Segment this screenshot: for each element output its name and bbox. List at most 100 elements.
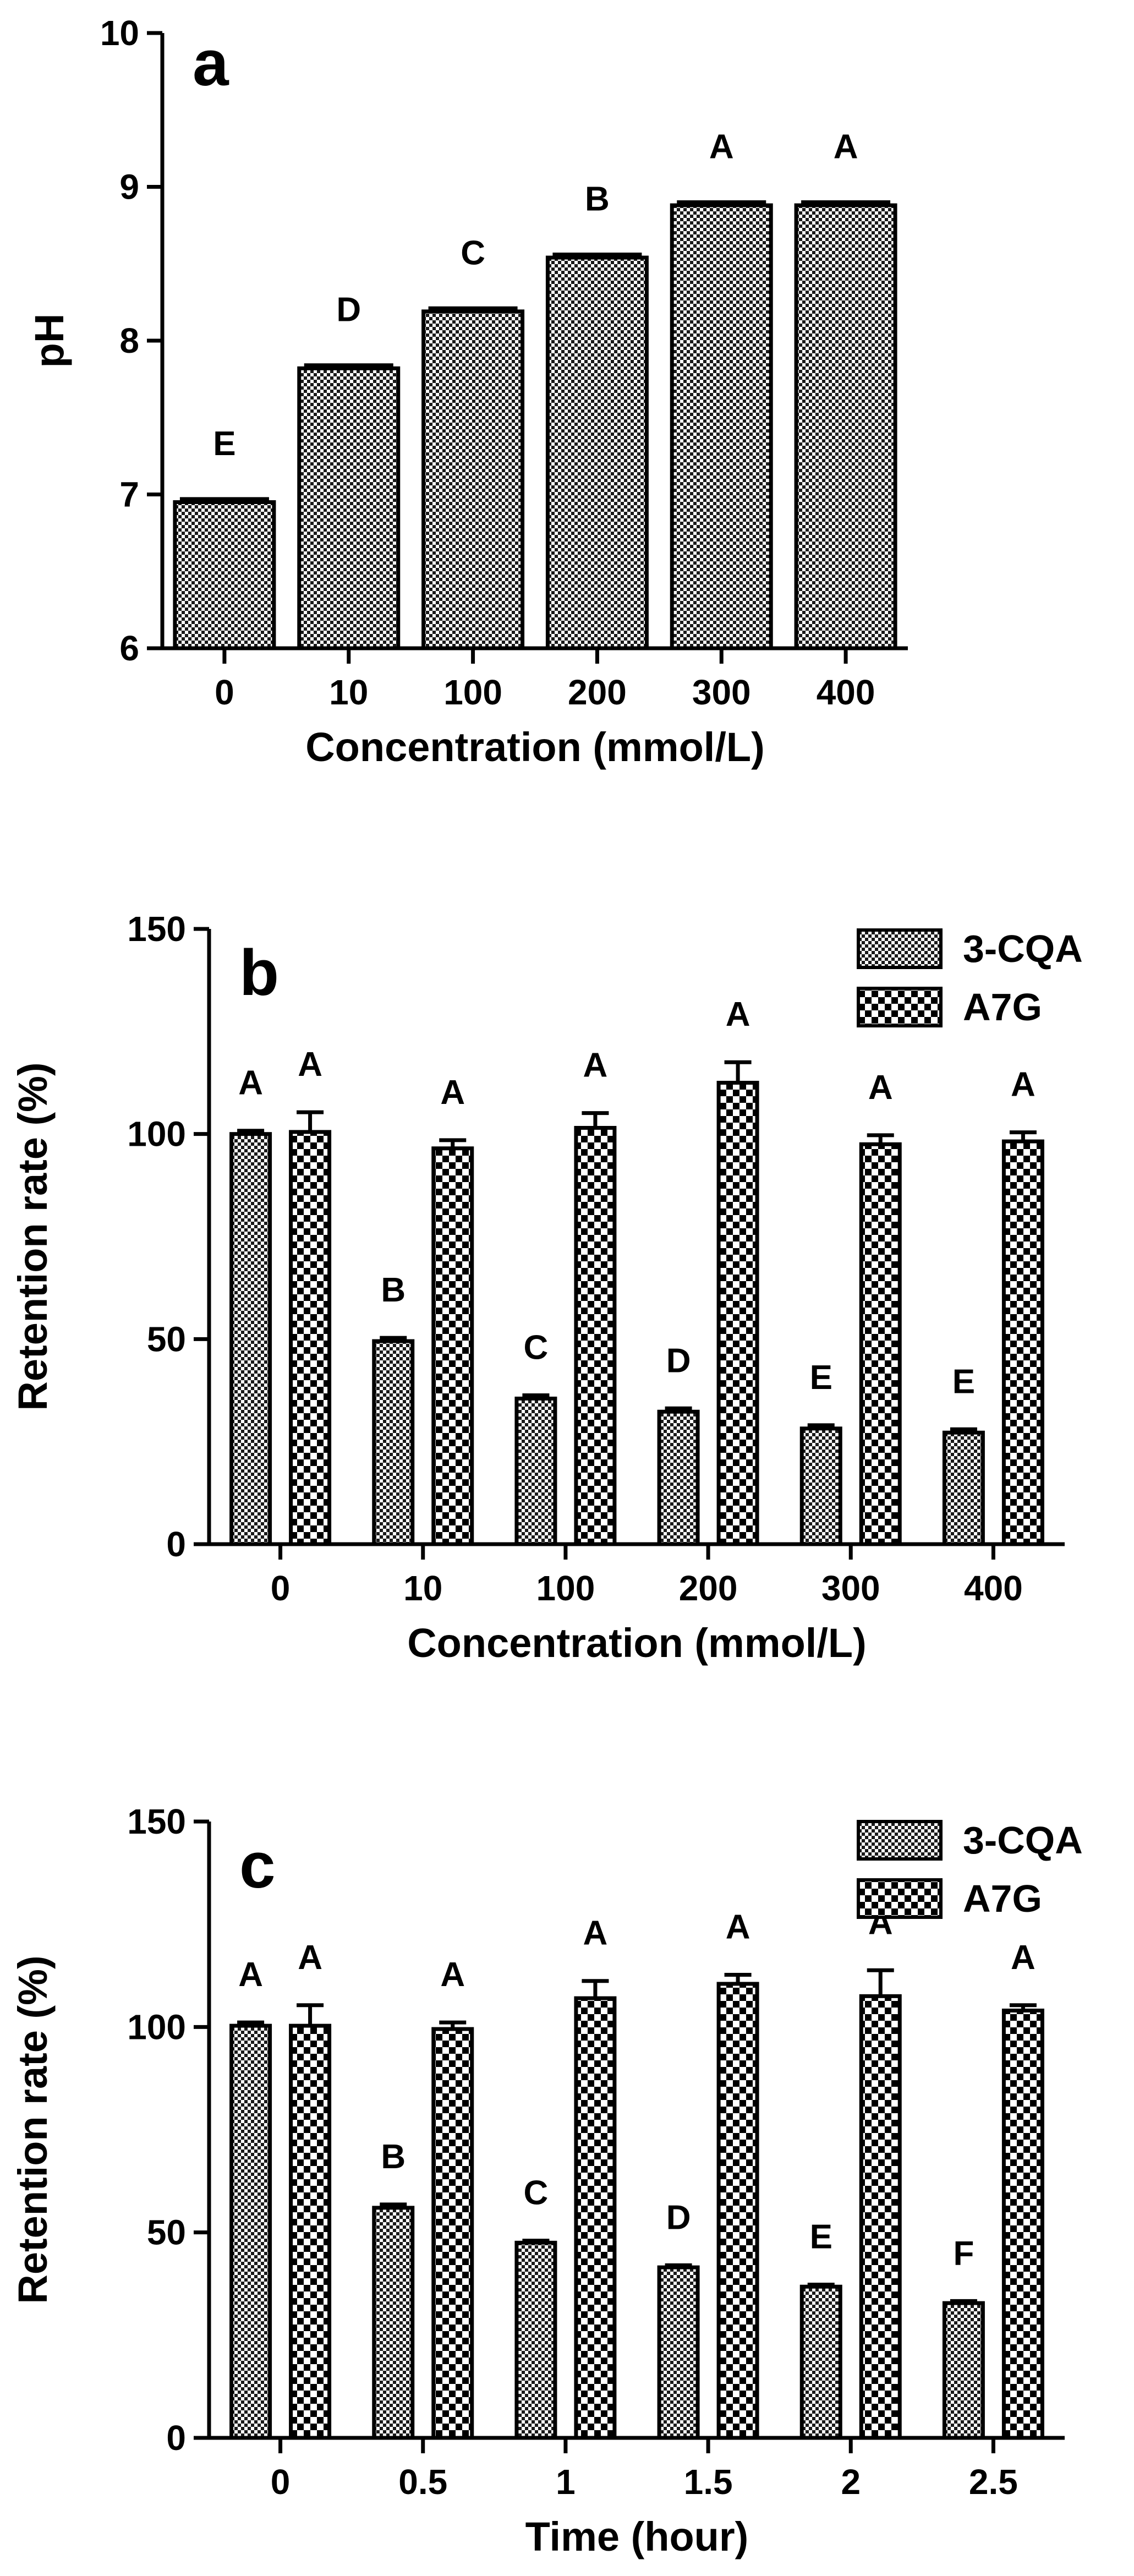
x-tick-label: 2 bbox=[841, 2462, 861, 2502]
x-tick-label: 200 bbox=[568, 672, 627, 712]
x-axis-title: Time (hour) bbox=[525, 2514, 749, 2559]
bar-a7g-400 bbox=[1001, 1139, 1044, 1546]
significance-letter: A bbox=[238, 1064, 263, 1102]
x-tick-label: 2.5 bbox=[969, 2462, 1018, 2502]
bar-3-cqa-2.5 bbox=[942, 2301, 985, 2440]
legend-label: A7G bbox=[963, 986, 1042, 1029]
x-axis-title: Concentration (mmol/L) bbox=[407, 1620, 867, 1666]
bar-3-cqa-100 bbox=[514, 1396, 557, 1546]
y-tick-label: 100 bbox=[127, 1114, 186, 1154]
significance-letter: D bbox=[666, 2198, 691, 2236]
significance-letter: A bbox=[298, 1939, 322, 1977]
x-tick-label: 10 bbox=[329, 672, 368, 712]
y-tick-label: 50 bbox=[147, 1319, 186, 1359]
y-tick-label: 9 bbox=[119, 167, 139, 207]
significance-letter: E bbox=[952, 1363, 975, 1401]
panel-letter: c bbox=[239, 1829, 276, 1902]
significance-letter: C bbox=[524, 2174, 549, 2212]
bar-3-cqa-2 bbox=[799, 2284, 842, 2440]
significance-letter: A bbox=[834, 128, 858, 166]
x-tick-label: 300 bbox=[692, 672, 751, 712]
bar-3-cqa-1.5 bbox=[657, 2265, 700, 2440]
significance-letter: A bbox=[1011, 1066, 1036, 1104]
x-tick-label: 100 bbox=[443, 672, 502, 712]
significance-letter: D bbox=[666, 1342, 691, 1380]
bar-3-cqa-400 bbox=[942, 1430, 985, 1546]
bar-a7g-0 bbox=[289, 1130, 332, 1546]
significance-letter: A bbox=[583, 1915, 608, 1952]
legend-swatch bbox=[857, 928, 943, 969]
significance-letter: B bbox=[381, 1271, 406, 1309]
y-axis-title: pH bbox=[26, 314, 72, 368]
y-tick-label: 8 bbox=[119, 321, 139, 360]
x-tick-label: 0 bbox=[215, 672, 234, 712]
legend-swatch bbox=[857, 1878, 943, 1919]
bar-ph-100 bbox=[421, 309, 525, 650]
significance-letter: A bbox=[709, 128, 734, 166]
x-tick-label: 400 bbox=[817, 672, 875, 712]
significance-letter: E bbox=[810, 1359, 832, 1397]
significance-letter: D bbox=[336, 291, 361, 329]
panel-letter: a bbox=[193, 27, 229, 100]
significance-letter: A bbox=[238, 1956, 263, 1994]
bar-3-cqa-0.5 bbox=[372, 2206, 415, 2440]
x-tick-label: 0.5 bbox=[398, 2462, 447, 2502]
significance-letter: A bbox=[583, 1047, 608, 1085]
legend-swatch bbox=[857, 1820, 943, 1861]
x-tick-label: 200 bbox=[679, 1568, 738, 1608]
significance-letter: A bbox=[298, 1046, 322, 1084]
x-tick-label: 1.5 bbox=[684, 2462, 733, 2502]
x-tick-label: 10 bbox=[403, 1568, 442, 1608]
bar-a7g-200 bbox=[716, 1081, 759, 1546]
x-axis-title: Concentration (mmol/L) bbox=[305, 724, 765, 770]
y-tick-label: 6 bbox=[119, 628, 139, 668]
y-tick-label: 10 bbox=[100, 13, 139, 53]
bar-3-cqa-300 bbox=[799, 1426, 842, 1546]
bar-ph-200 bbox=[545, 255, 649, 650]
significance-letter: E bbox=[810, 2218, 832, 2256]
legend-label: A7G bbox=[963, 1877, 1042, 1920]
x-tick-label: 300 bbox=[821, 1568, 880, 1608]
bar-a7g-0.5 bbox=[431, 2027, 474, 2440]
bar-a7g-100 bbox=[574, 1125, 617, 1546]
bar-a7g-1 bbox=[574, 1996, 617, 2440]
bar-a7g-1.5 bbox=[716, 1982, 759, 2440]
significance-letter: C bbox=[524, 1328, 549, 1366]
y-axis-title: Retention rate (%) bbox=[10, 1955, 56, 2304]
bar-a7g-300 bbox=[859, 1142, 902, 1546]
significance-letter: B bbox=[585, 180, 610, 218]
significance-letter: A bbox=[726, 996, 750, 1033]
significance-letter: C bbox=[461, 234, 485, 272]
x-tick-label: 100 bbox=[536, 1568, 595, 1608]
bar-a7g-2.5 bbox=[1001, 2008, 1044, 2440]
y-tick-label: 0 bbox=[166, 1524, 186, 1564]
x-tick-label: 400 bbox=[964, 1568, 1023, 1608]
bar-ph-0 bbox=[173, 500, 276, 650]
y-tick-label: 50 bbox=[147, 2213, 186, 2252]
x-tick-label: 0 bbox=[271, 2462, 291, 2502]
bar-3-cqa-200 bbox=[657, 1409, 700, 1546]
bar-3-cqa-1 bbox=[514, 2240, 557, 2440]
bar-3-cqa-10 bbox=[372, 1339, 415, 1546]
bar-a7g-10 bbox=[431, 1146, 474, 1546]
legend-swatch bbox=[857, 987, 943, 1027]
significance-letter: B bbox=[381, 2138, 406, 2176]
bar-a7g-0 bbox=[289, 2023, 332, 2440]
y-axis-title: Retention rate (%) bbox=[10, 1062, 56, 1410]
y-tick-label: 150 bbox=[127, 909, 186, 949]
x-tick-label: 1 bbox=[556, 2462, 576, 2502]
legend-label: 3-CQA bbox=[963, 927, 1083, 970]
x-tick-label: 0 bbox=[271, 1568, 291, 1608]
panel-letter: b bbox=[239, 937, 279, 1009]
bar-ph-10 bbox=[297, 366, 401, 650]
y-tick-label: 150 bbox=[127, 1802, 186, 1841]
significance-letter: A bbox=[726, 1908, 750, 1946]
significance-letter: E bbox=[213, 425, 235, 463]
significance-letter: A bbox=[440, 1074, 465, 1112]
legend-label: 3-CQA bbox=[963, 1819, 1083, 1862]
bar-ph-300 bbox=[670, 203, 773, 650]
